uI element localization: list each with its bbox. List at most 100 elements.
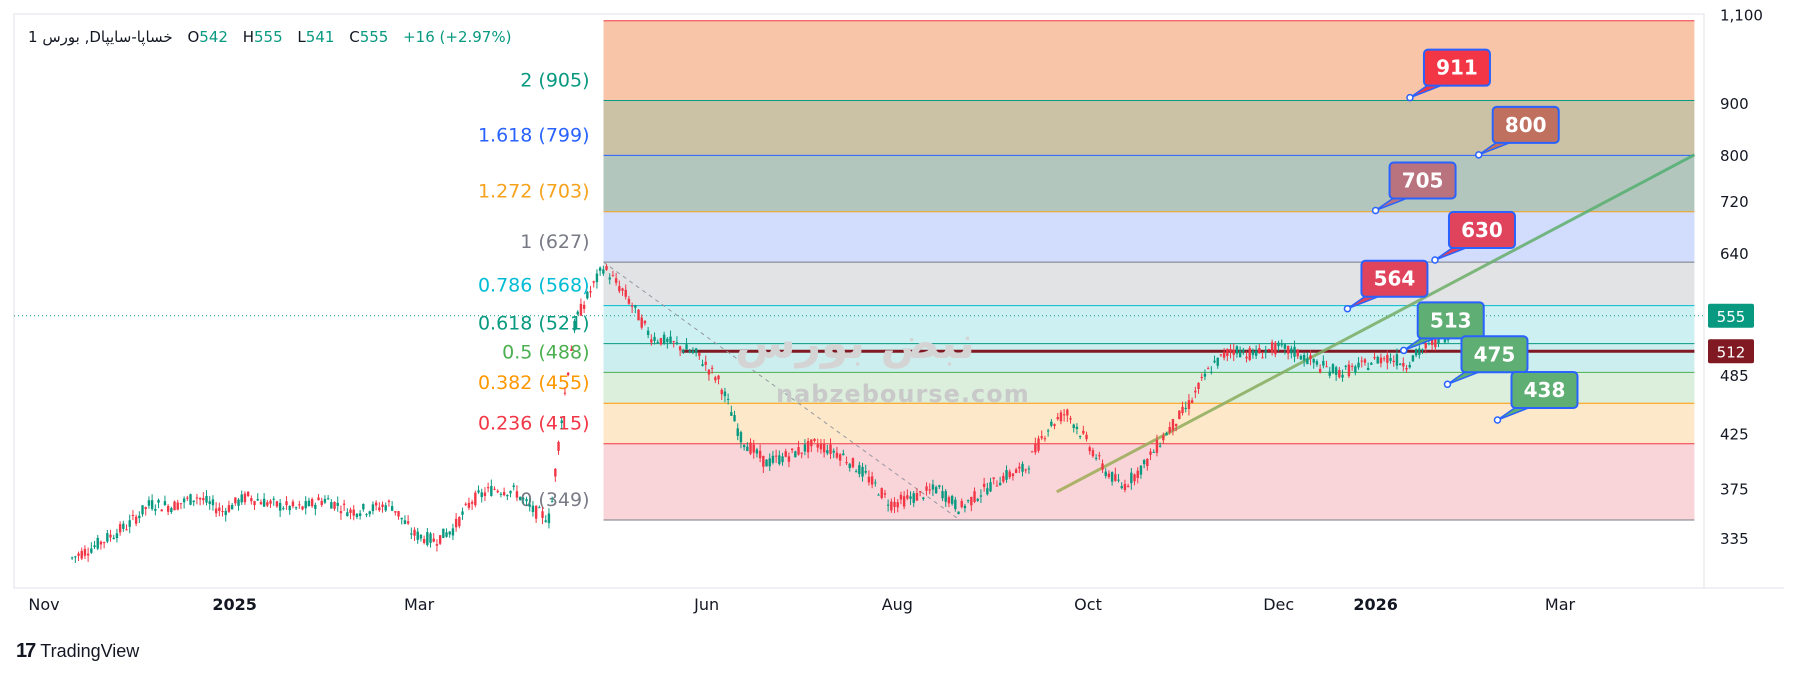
low-value: 541 <box>305 28 335 46</box>
candle-body <box>800 452 803 454</box>
price-callout: 438 <box>1493 370 1579 424</box>
candle-body <box>1312 359 1315 363</box>
candle-body <box>522 498 525 500</box>
candle-body <box>112 537 115 539</box>
candle-body <box>224 510 227 516</box>
candle-body <box>627 298 631 304</box>
candle-body <box>643 320 647 324</box>
candle-body <box>1155 440 1159 453</box>
candle-body <box>534 505 538 519</box>
candle-body <box>659 338 663 345</box>
candle-body <box>138 515 141 519</box>
price-callout: 705 <box>1371 161 1457 215</box>
candle-body <box>528 504 531 507</box>
price-callout: 630 <box>1431 210 1516 264</box>
candle-body <box>640 317 643 328</box>
candle-body <box>928 489 931 491</box>
candle-body <box>790 448 794 451</box>
candle-body <box>666 338 669 343</box>
candle-body <box>1178 410 1181 419</box>
callout-anchor <box>1474 151 1483 159</box>
candle-body <box>874 482 877 484</box>
candle-body <box>1229 349 1232 352</box>
candle-body <box>442 528 445 538</box>
candle-body <box>115 533 119 539</box>
candle-body <box>682 350 685 352</box>
callout-anchor <box>1399 346 1408 355</box>
candle-body <box>1264 350 1267 353</box>
candle-body <box>989 482 992 492</box>
candle-body <box>410 533 413 535</box>
candle-body <box>144 507 147 509</box>
candle-body <box>1354 366 1357 373</box>
symbol-name[interactable]: بورس ,Dخساپا-سایپا <box>42 28 173 46</box>
candle-body <box>1331 364 1335 374</box>
candle-body <box>1325 366 1328 368</box>
candle-body <box>1059 412 1063 422</box>
candle-body <box>390 506 394 511</box>
candle-body <box>726 398 730 400</box>
price-callout: 564 <box>1343 259 1429 313</box>
candle-body <box>1046 430 1050 432</box>
candle-body <box>157 499 160 503</box>
candle-body <box>1373 357 1376 359</box>
candle-body <box>554 468 557 477</box>
candle-body <box>1424 342 1427 349</box>
candle-body <box>557 441 560 451</box>
y-tick-label: 335 <box>1720 530 1749 548</box>
candle-body <box>1395 354 1399 366</box>
candle-body <box>810 439 813 447</box>
candle-body <box>202 498 205 501</box>
candle-body <box>381 504 384 507</box>
candle-body <box>941 491 944 499</box>
candle-body <box>1286 346 1290 354</box>
candle-body <box>86 553 90 556</box>
open-value: 542 <box>199 28 228 46</box>
candle-body <box>966 500 970 502</box>
callout-label: 475 <box>1474 342 1516 366</box>
candle-body <box>883 493 887 495</box>
candle-body <box>170 508 173 513</box>
callout-label: 564 <box>1374 267 1416 291</box>
candle-body <box>358 513 362 517</box>
candle-body <box>742 445 746 448</box>
tradingview-branding[interactable]: 17 TradingView <box>16 640 139 663</box>
candle-body <box>128 520 131 527</box>
candle-body <box>291 501 295 507</box>
candle-body <box>694 348 698 353</box>
candle-body <box>294 507 298 509</box>
candle-body <box>851 458 855 468</box>
candle-body <box>1267 348 1271 350</box>
candle-body <box>870 476 874 485</box>
candle-body <box>611 275 615 277</box>
candle-body <box>550 501 554 503</box>
price-callout: 800 <box>1474 105 1560 159</box>
candle-body <box>266 502 269 506</box>
candle-body <box>563 392 567 394</box>
candle-body <box>397 511 400 517</box>
fib-level-label: 1 (627) <box>520 231 589 253</box>
candle-body <box>1293 346 1296 357</box>
candle-body <box>1107 473 1111 478</box>
candle-body <box>454 518 458 528</box>
candle-body <box>227 505 231 512</box>
candle-body <box>304 501 307 509</box>
candle-body <box>125 529 128 531</box>
candle-body <box>90 548 93 553</box>
candle-body <box>74 556 77 558</box>
candle-body <box>909 496 912 499</box>
candle-body <box>1002 475 1005 482</box>
candle-body <box>131 514 135 516</box>
callout-label: 911 <box>1436 56 1478 80</box>
candle-body <box>618 286 621 292</box>
candle-body <box>285 501 288 506</box>
candle-body <box>925 486 928 491</box>
candle-body <box>211 499 215 506</box>
candle-body <box>755 449 759 454</box>
candle-body <box>739 432 743 443</box>
fib-band <box>603 211 1695 263</box>
x-tick-label: Mar <box>1545 595 1576 614</box>
candle-body <box>1114 474 1117 481</box>
candle-body <box>730 412 733 416</box>
